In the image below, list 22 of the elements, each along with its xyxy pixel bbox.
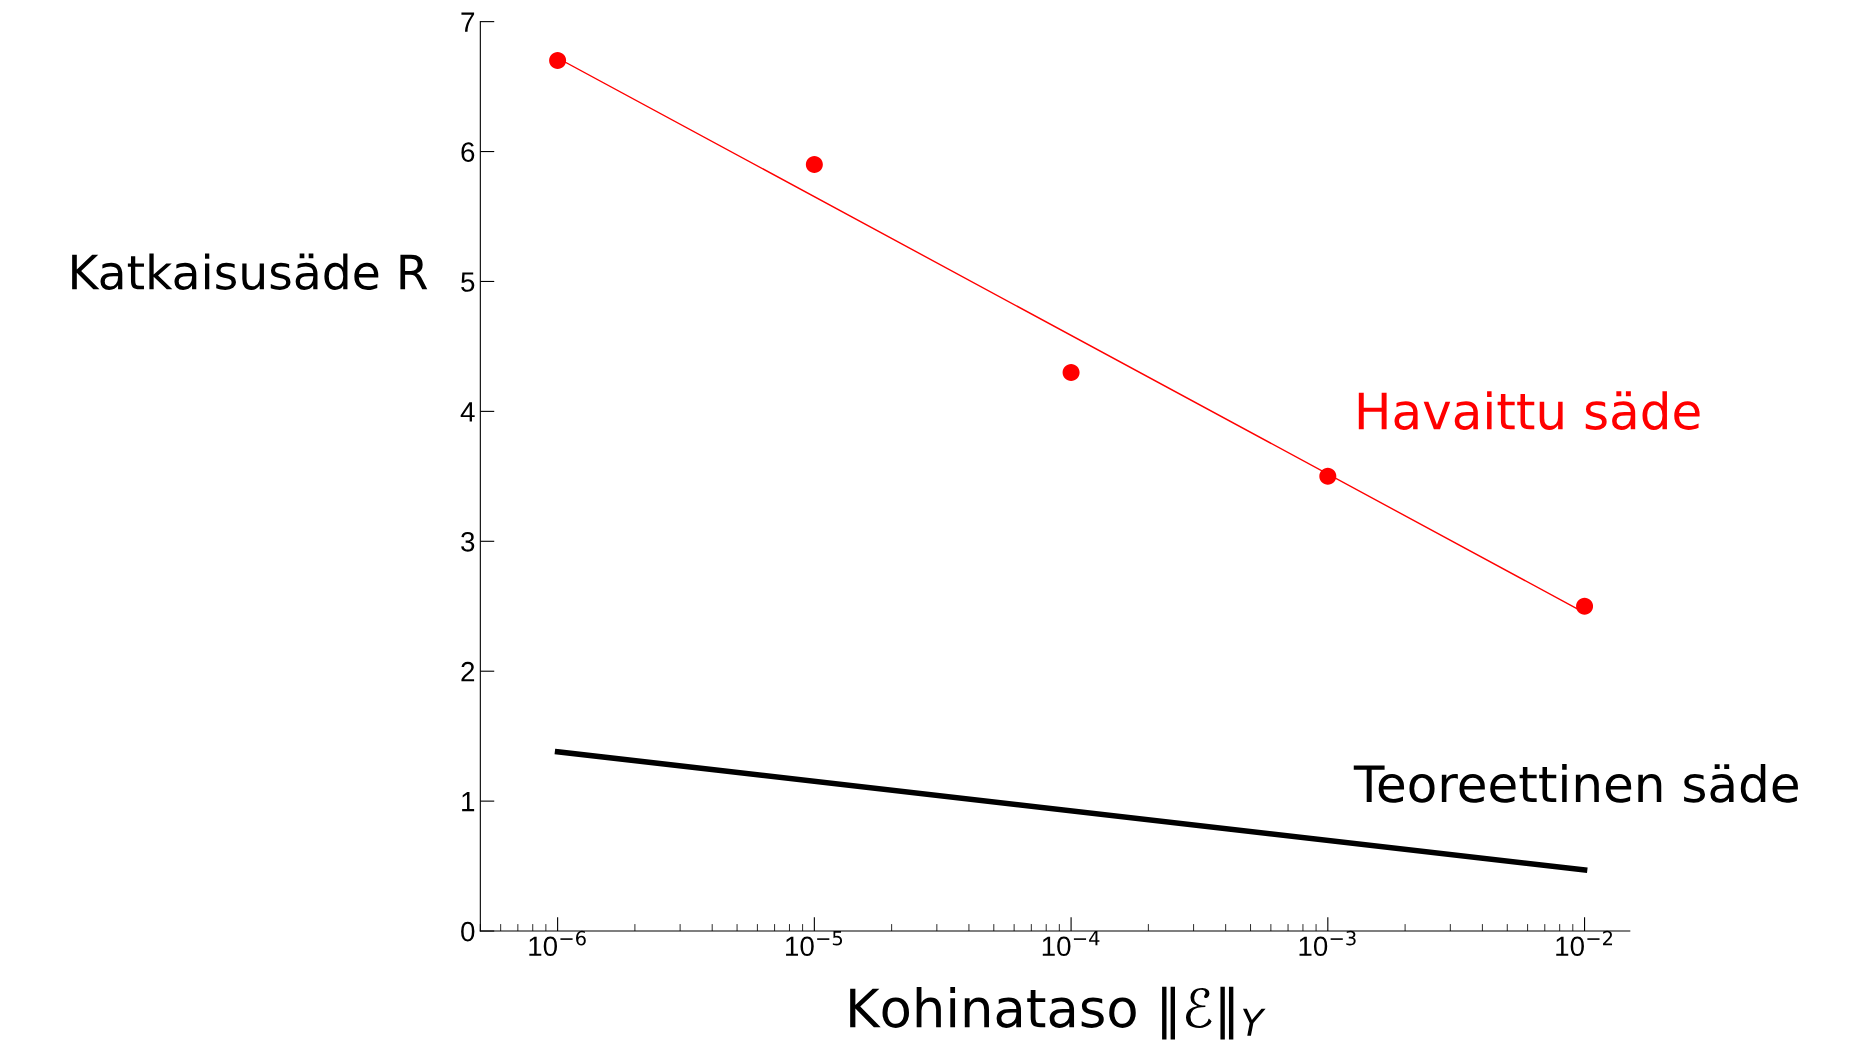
y-tick-label: 6	[461, 142, 475, 162]
point	[1062, 363, 1080, 381]
x-tick-label: 10$^{−2}$	[1556, 930, 1613, 957]
point	[805, 156, 823, 174]
y-tick-label: 3	[461, 531, 475, 552]
y-tick-label: 2	[461, 661, 475, 682]
y-tick-label: 5	[461, 272, 475, 292]
x-tick-label: 10$^{−3}$	[1299, 930, 1356, 957]
y-tick-label: 7	[461, 12, 475, 32]
series-label: Teoreettinen säde	[1353, 764, 1798, 803]
y-axis-title: Katkaisusäde R	[72, 253, 428, 290]
point	[549, 52, 567, 70]
x-tick-label: 10$^{−4}$	[1042, 931, 1100, 957]
series-label: Havaittu säde	[1358, 391, 1700, 430]
point	[1576, 597, 1594, 615]
x-axis-title: Kohinataso ‖ℰ‖$_{Y}$	[850, 986, 1266, 1040]
y-tick-label: 1	[462, 792, 475, 812]
y-tick-label: 4	[460, 402, 475, 422]
point	[1319, 467, 1337, 485]
y-tick-label: 0	[461, 921, 475, 942]
x-tick-label: 10$^{−5}$	[786, 931, 843, 957]
x-tick-label: 10$^{−6}$	[529, 930, 586, 957]
